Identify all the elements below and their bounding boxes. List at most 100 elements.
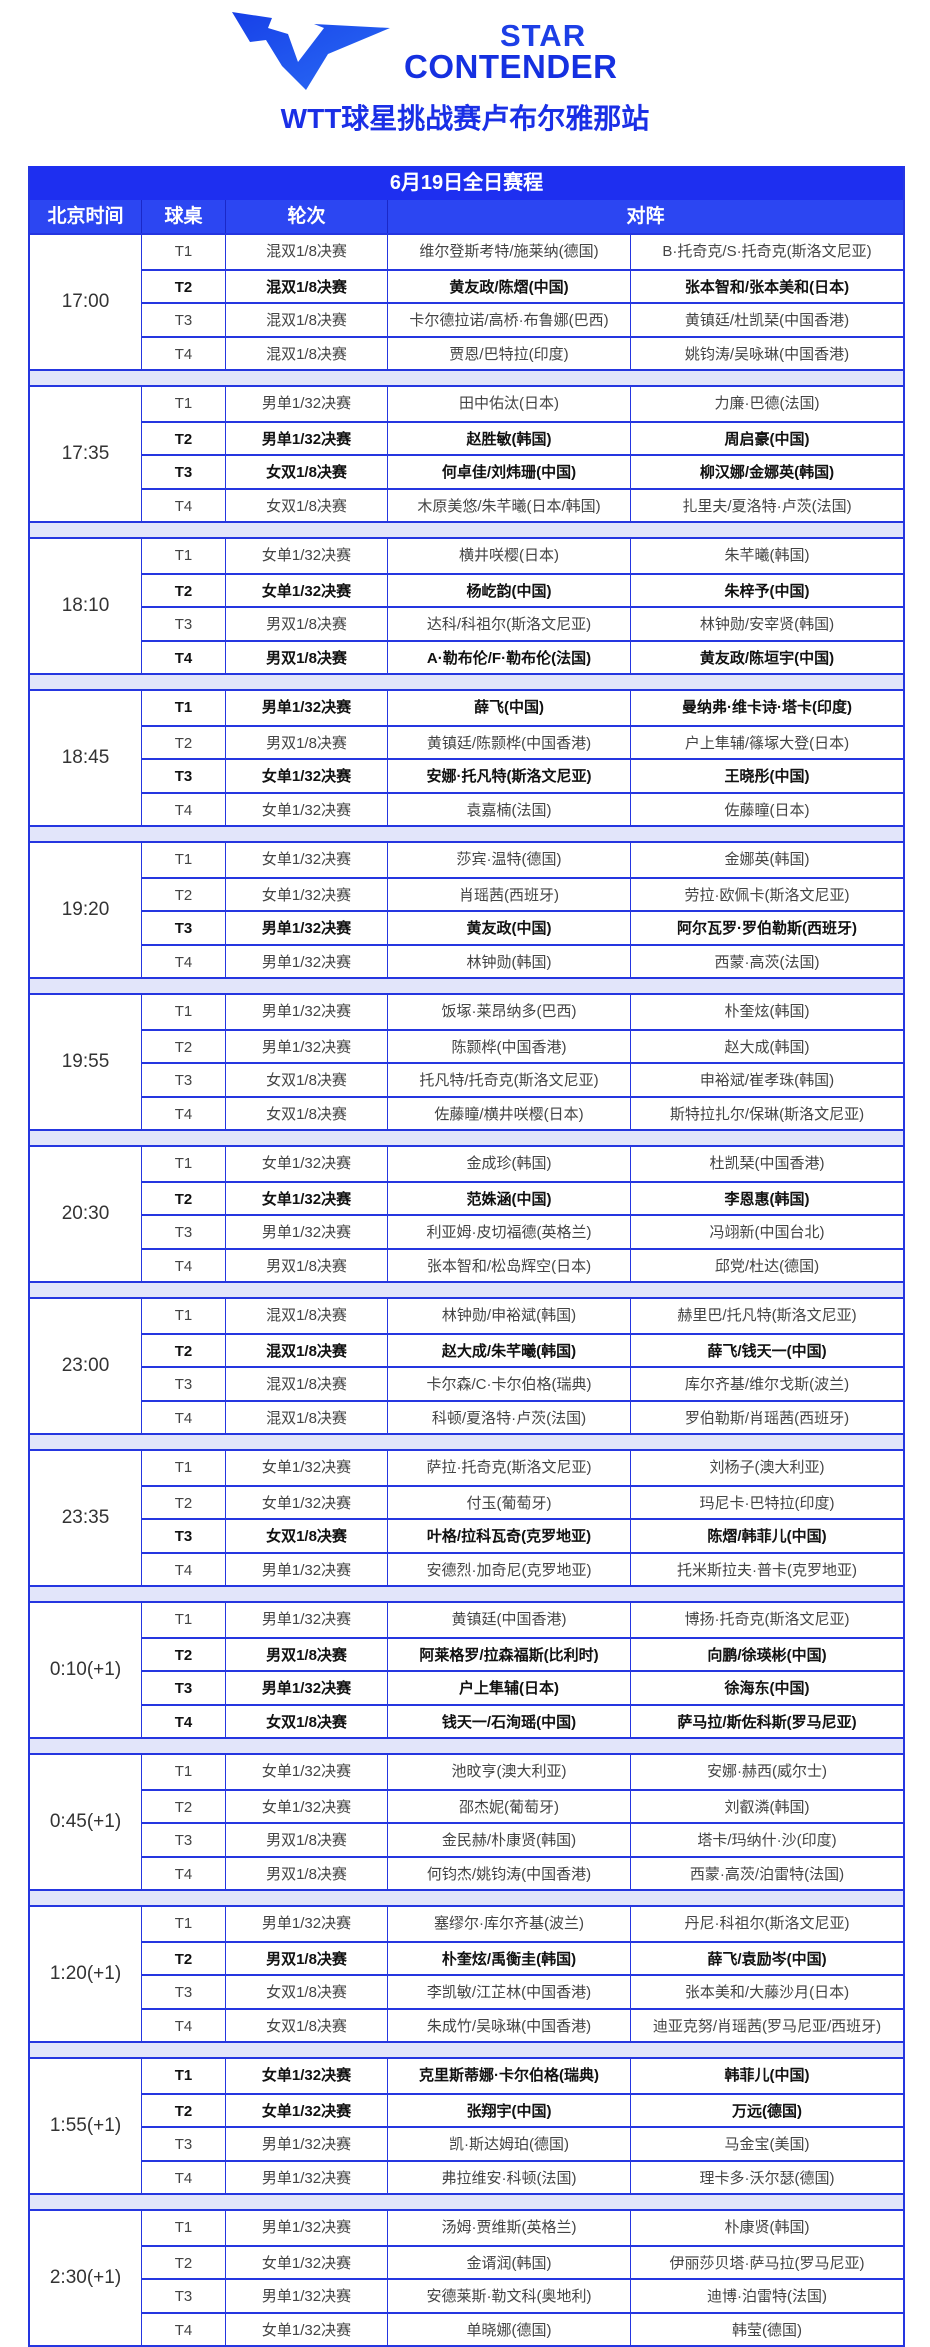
round-cell: 男单1/32决赛	[226, 1553, 388, 1585]
player2-cell: 刘叡潾(韩国)	[724, 1798, 810, 1816]
player2-cell: 丹尼·科祖尔(斯洛文尼亚)	[684, 1915, 850, 1932]
schedule-title: 6月19日全日赛程	[30, 166, 903, 200]
table-cell: T4	[142, 1857, 226, 1889]
player1-cell: 林钟勋/申裕斌(韩国)	[388, 1299, 631, 1333]
player2-cell: 徐海东(中国)	[724, 1680, 810, 1697]
player2-cell: 佐藤瞳(日本)	[724, 801, 810, 819]
round-cell: 混双1/8决赛	[226, 337, 388, 369]
table-row: T2 男单1/32决赛 赵胜敏(韩国) 周启豪(中国)	[142, 420, 903, 454]
round-cell: 男单1/32决赛	[226, 1603, 388, 1637]
round-cell: 男单1/32决赛	[226, 1672, 388, 1704]
round-cell: 男单1/32决赛	[226, 691, 388, 725]
time-slot-group: 19:20 T1 女单1/32决赛 莎宾·温特(德国) 金娜英(韩国) T2 女单1/32决…	[30, 841, 903, 977]
player2-cell: 朱芊曦(韩国)	[724, 547, 810, 564]
table-cell: T3	[142, 912, 226, 944]
round-cell: 女单1/32决赛	[226, 1451, 388, 1485]
time-cell: 1:55(+1)	[30, 2059, 142, 2193]
round-cell: 男单1/32决赛	[226, 2211, 388, 2245]
group-separator	[30, 673, 903, 689]
table-cell: T3	[142, 456, 226, 488]
table-row: T1 女单1/32决赛 金成珍(韩国) 杜凯琹(中国香港)	[142, 1147, 903, 1181]
round-cell: 女单1/32决赛	[226, 1182, 388, 1214]
round-cell: 男单1/32决赛	[226, 1030, 388, 1062]
time-slot-group: 18:10 T1 女单1/32决赛 横井咲樱(日本) 朱芊曦(韩国) T2 女单1/32决赛…	[30, 537, 903, 673]
player1-cell: 邵杰妮(葡萄牙)	[388, 1790, 631, 1822]
round-cell: 男单1/32决赛	[226, 2161, 388, 2193]
player1-cell: 肖瑶茜(西班牙)	[388, 878, 631, 910]
player2-cell: 薛飞/袁励岑(中国)	[707, 1950, 827, 1968]
table-row: T3 女双1/8决赛 何卓佳/刘炜珊(中国) 柳汉娜/金娜英(韩国)	[142, 454, 903, 488]
player1-cell: 托凡特/托奇克(斯洛文尼亚)	[388, 1064, 631, 1096]
player2-cell: 韩莹(德国)	[732, 2321, 802, 2339]
table-cell: T1	[142, 2211, 226, 2245]
group-separator	[30, 369, 903, 385]
player2-cell: 劳拉·欧佩卡(斯洛文尼亚)	[684, 886, 850, 904]
player1-cell: 黄友政/陈熠(中国)	[388, 270, 631, 302]
table-cell: T1	[142, 1299, 226, 1333]
table-row: T4 女单1/32决赛 单晓娜(德国) 韩莹(德国)	[142, 2311, 903, 2345]
player2-cell: 塔卡/玛纳什·沙(印度)	[697, 1832, 837, 1849]
player2-cell: 朴康贤(韩国)	[724, 2219, 810, 2236]
player2-cell: 朴奎炫(韩国)	[724, 1003, 810, 1020]
table-row: T2 男双1/8决赛 阿莱格罗/拉森福斯(比利时) 向鹏/徐瑛彬(中国)	[142, 1636, 903, 1670]
player2-cell: 申裕斌/崔孝珠(韩国)	[699, 1072, 835, 1089]
table-cell: T2	[142, 1638, 226, 1670]
player2-cell: 户上隼辅/篠塚大登(日本)	[684, 734, 850, 752]
player2-cell: 西蒙·高茨(法国)	[714, 953, 820, 971]
player2-cell: 赵大成(韩国)	[724, 1038, 810, 1056]
round-cell: 女双1/8决赛	[226, 1976, 388, 2008]
player1-cell: 佐藤瞳/横井咲樱(日本)	[388, 1097, 631, 1129]
time-slot-group: 19:55 T1 男单1/32决赛 饭塚·莱昂纳多(巴西) 朴奎炫(韩国) T2 男单1/3…	[30, 993, 903, 1129]
table-cell: T1	[142, 1755, 226, 1789]
player2-cell: 李恩惠(韩国)	[724, 1190, 810, 1208]
round-cell: 混双1/8决赛	[226, 304, 388, 336]
player1-cell: 莎宾·温特(德国)	[388, 843, 631, 877]
table-cell: T1	[142, 691, 226, 725]
player1-cell: 金谞润(韩国)	[388, 2246, 631, 2278]
player2-cell: 迪亚克努/肖瑶茜(罗马尼亚/西班牙)	[652, 2017, 882, 2035]
table-row: T1 男单1/32决赛 黄镇廷(中国香港) 博扬·托奇克(斯洛文尼亚)	[142, 1603, 903, 1637]
table-row: T3 男单1/32决赛 凯·斯达姆珀(德国) 马金宝(美国)	[142, 2126, 903, 2160]
time-cell: 18:45	[30, 691, 142, 825]
table-cell: T4	[142, 2161, 226, 2193]
table-cell: T4	[142, 2313, 226, 2345]
round-cell: 男双1/8决赛	[226, 1857, 388, 1889]
round-cell: 男单1/32决赛	[226, 387, 388, 421]
player1-cell: 张翔宇(中国)	[388, 2094, 631, 2126]
player2-cell: 迪博·泊雷特(法国)	[707, 2288, 827, 2305]
table-cell: T2	[142, 1486, 226, 1518]
player2-cell: 林钟勋/安宰贤(韩国)	[699, 616, 835, 633]
time-cell: 1:20(+1)	[30, 1907, 142, 2041]
table-cell: T4	[142, 1553, 226, 1585]
player2-cell: 赫里巴/托凡特(斯洛文尼亚)	[677, 1307, 857, 1324]
table-cell: T3	[142, 1520, 226, 1552]
player1-cell: 付玉(葡萄牙)	[388, 1486, 631, 1518]
round-cell: 女单1/32决赛	[226, 574, 388, 606]
table-body: 17:00 T1 混双1/8决赛 维尔登斯考特/施莱纳(德国) B·托奇克/S·托奇克(…	[30, 233, 903, 2345]
round-cell: 女单1/32决赛	[226, 1147, 388, 1181]
group-separator	[30, 1433, 903, 1449]
round-cell: 男双1/8决赛	[226, 1638, 388, 1670]
round-cell: 混双1/8决赛	[226, 270, 388, 302]
round-cell: 混双1/8决赛	[226, 235, 388, 269]
player2-cell: 安娜·赫西(威尔士)	[707, 1763, 827, 1780]
table-row: T1 混双1/8决赛 维尔登斯考特/施莱纳(德国) B·托奇克/S·托奇克(斯洛文尼亚…	[142, 235, 903, 269]
player2-cell: 斯特拉扎尔/保琳(斯洛文尼亚)	[669, 1105, 865, 1123]
table-row: T1 男单1/32决赛 饭塚·莱昂纳多(巴西) 朴奎炫(韩国)	[142, 995, 903, 1029]
round-cell: 男单1/32决赛	[226, 912, 388, 944]
table-row: T2 女单1/32决赛 肖瑶茜(西班牙) 劳拉·欧佩卡(斯洛文尼亚)	[142, 876, 903, 910]
player1-cell: 朱成竹/吴咏琳(中国香港)	[388, 2009, 631, 2041]
table-row: T1 女单1/32决赛 克里斯蒂娜·卡尔伯格(瑞典) 韩菲儿(中国)	[142, 2059, 903, 2093]
player2-cell: 杜凯琹(中国香港)	[709, 1155, 825, 1172]
player2-cell: 玛尼卡·巴特拉(印度)	[699, 1494, 835, 1512]
table-cell: T4	[142, 1401, 226, 1433]
round-cell: 男单1/32决赛	[226, 2280, 388, 2312]
player1-cell: 何钧杰/姚钧涛(中国香港)	[388, 1857, 631, 1889]
table-row: T4 女单1/32决赛 袁嘉楠(法国) 佐藤瞳(日本)	[142, 791, 903, 825]
table-row: T3 男双1/8决赛 金民赫/朴康贤(韩国) 塔卡/玛纳什·沙(印度)	[142, 1822, 903, 1856]
round-cell: 男双1/8决赛	[226, 608, 388, 640]
table-row: T3 男单1/32决赛 黄友政(中国) 阿尔瓦罗·罗伯勒斯(西班牙)	[142, 910, 903, 944]
table-cell: T3	[142, 2280, 226, 2312]
table-row: T4 女双1/8决赛 木原美悠/朱芊曦(日本/韩国) 扎里夫/夏洛特·卢茨(法国)	[142, 487, 903, 521]
time-cell: 0:10(+1)	[30, 1603, 142, 1737]
